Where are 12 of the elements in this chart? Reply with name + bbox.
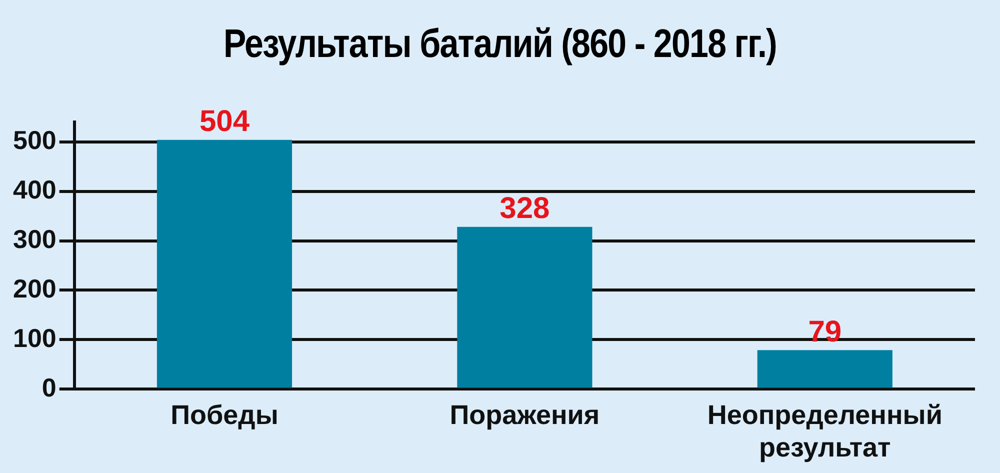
x-tick-label: Победы	[170, 400, 278, 430]
y-tick-label: 300	[12, 224, 56, 254]
data-label: 328	[500, 192, 550, 226]
x-tick-label: Неопределенный результат	[707, 400, 942, 462]
y-tick-label: 100	[12, 322, 56, 353]
y-tick-label: 500	[12, 124, 56, 155]
y-tick-label: 0	[42, 372, 56, 402]
x-tick-label: Поражения	[450, 400, 600, 430]
y-tick-label: 200	[12, 273, 56, 304]
data-label: 504	[199, 105, 250, 138]
y-tick-label: 400	[12, 174, 56, 204]
chart-title: Результаты баталий (860 - 2018 гг.)	[222, 21, 778, 68]
